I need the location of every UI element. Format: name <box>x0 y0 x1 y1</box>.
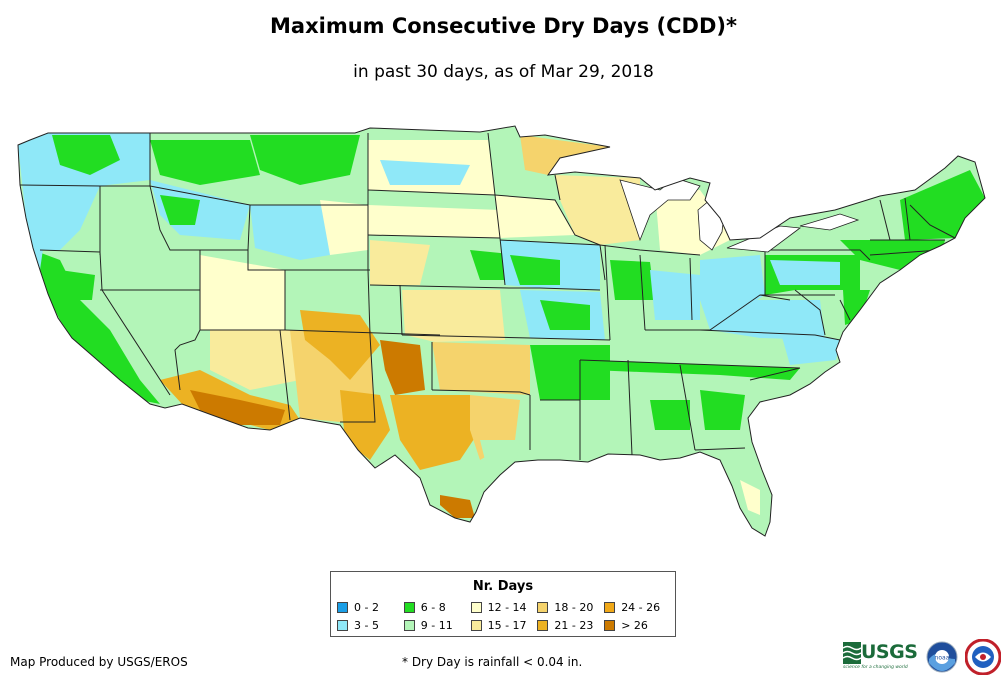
legend-swatch <box>337 620 348 631</box>
dry-day-region <box>510 255 560 285</box>
dry-day-region <box>780 330 840 365</box>
legend-item: 6 - 8 <box>403 600 471 615</box>
nws-logo-icon <box>965 639 1001 675</box>
dry-day-region <box>190 390 285 425</box>
dry-day-region <box>843 290 870 325</box>
legend-swatch <box>537 620 549 631</box>
legend-swatch <box>470 602 482 613</box>
legend-title: Nr. Days <box>472 579 534 594</box>
dry-day-region <box>52 135 120 175</box>
legend-swatch <box>337 602 348 613</box>
us-outline <box>17 125 986 537</box>
legend-item: 0 - 2 <box>337 600 404 615</box>
dry-day-region <box>200 255 285 330</box>
logos: USGS science for a changing world noaa <box>843 638 1003 678</box>
map-title: Maximum Consecutive Dry Days (CDD)* <box>270 14 737 38</box>
legend-label: > 26 <box>621 619 648 632</box>
legend-grid: 0 - 2 6 - 8 12 - 14 18 - 20 24 - 26 3 - … <box>337 600 671 633</box>
dry-day-region <box>495 195 575 238</box>
dry-day-region <box>150 140 260 185</box>
legend-swatch <box>604 620 616 631</box>
legend-swatch <box>470 620 482 631</box>
dry-day-region <box>160 195 200 225</box>
dry-day-region <box>650 270 700 320</box>
dry-day-region <box>33 250 160 404</box>
legend-item: 18 - 20 <box>537 600 604 615</box>
dry-day-region <box>26 218 45 270</box>
legend-label: 6 - 8 <box>420 601 446 614</box>
dry-day-region <box>700 390 745 430</box>
legend-label: 9 - 11 <box>420 619 453 632</box>
dry-day-region <box>18 133 150 250</box>
dry-day-region <box>538 400 632 460</box>
dry-day-region <box>380 340 425 395</box>
legend-label: 18 - 20 <box>554 601 594 614</box>
noaa-logo-text: noaa <box>935 655 950 662</box>
dry-day-patches <box>18 133 985 530</box>
dry-day-region <box>368 205 500 238</box>
dry-day-region <box>610 260 655 300</box>
dry-day-region <box>580 360 800 380</box>
dry-day-region <box>402 290 505 342</box>
legend: Nr. Days 0 - 2 6 - 8 12 - 14 18 - 20 24 … <box>330 571 676 637</box>
dry-day-region <box>740 480 760 515</box>
legend-swatch <box>403 602 415 613</box>
dry-day-region <box>530 345 610 400</box>
dry-day-region <box>320 200 368 255</box>
dry-day-region <box>540 300 590 330</box>
dry-day-region <box>520 135 610 175</box>
legend-item: 3 - 5 <box>337 618 404 633</box>
legend-swatch <box>604 602 616 613</box>
dry-day-region <box>650 400 690 430</box>
legend-label: 3 - 5 <box>354 619 379 632</box>
legend-swatch <box>537 602 549 613</box>
legend-item: 24 - 26 <box>604 600 671 615</box>
legend-item: 12 - 14 <box>470 600 538 615</box>
legend-label: 0 - 2 <box>354 601 379 614</box>
dry-day-region <box>390 395 480 470</box>
dry-day-region <box>60 270 95 300</box>
legend-swatch <box>403 620 415 631</box>
legend-item: 21 - 23 <box>537 618 604 633</box>
footnote-text: * Dry Day is rainfall < 0.04 in. <box>402 655 583 669</box>
dry-day-region <box>440 495 475 518</box>
usgs-waves-icon <box>843 642 861 664</box>
credit-text: Map Produced by USGS/EROS <box>10 655 188 669</box>
dry-day-region <box>250 135 360 185</box>
legend-item: > 26 <box>604 618 671 633</box>
map-subtitle: in past 30 days, as of Mar 29, 2018 <box>353 62 654 82</box>
usgs-tagline: science for a changing world <box>843 665 908 670</box>
legend-label: 15 - 17 <box>487 619 527 632</box>
dry-day-region <box>210 330 300 390</box>
dry-day-region <box>770 260 840 285</box>
legend-label: 12 - 14 <box>487 601 527 614</box>
usgs-logo: USGS <box>861 641 918 663</box>
legend-label: 24 - 26 <box>621 601 661 614</box>
dry-day-region <box>555 175 640 245</box>
state-borders <box>19 132 956 460</box>
dry-day-region <box>370 240 430 285</box>
dry-day-region <box>380 160 470 185</box>
noaa-logo-icon: noaa <box>926 641 958 673</box>
legend-item: 15 - 17 <box>470 618 538 633</box>
legend-item: 9 - 11 <box>403 618 471 633</box>
legend-label: 21 - 23 <box>554 619 594 632</box>
dry-day-region <box>432 342 530 395</box>
dry-day-region <box>300 310 380 380</box>
